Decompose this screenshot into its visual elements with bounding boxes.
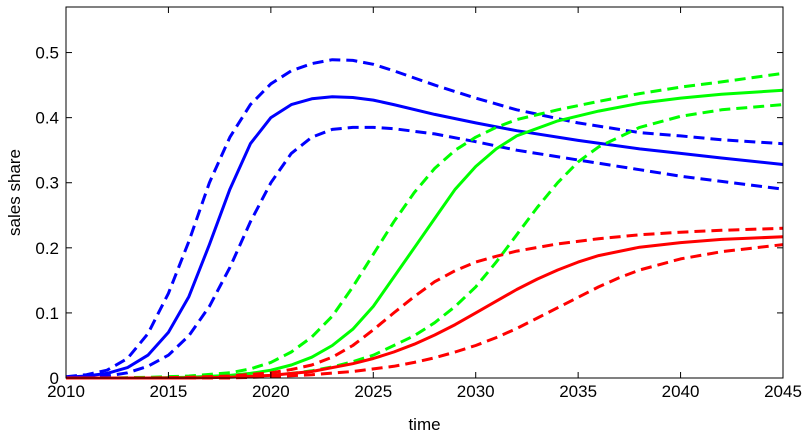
x-tick-label: 2020 bbox=[252, 382, 290, 401]
x-tick-label: 2015 bbox=[150, 382, 188, 401]
y-tick-label: 0.2 bbox=[35, 239, 59, 258]
x-tick-label: 2010 bbox=[47, 382, 85, 401]
x-tick-label: 2035 bbox=[559, 382, 597, 401]
series-line-8 bbox=[66, 235, 784, 380]
y-tick-label: 0.5 bbox=[35, 44, 59, 63]
series-line-7 bbox=[66, 226, 784, 380]
series-line-1 bbox=[65, 58, 784, 379]
y-tick-label: 0.4 bbox=[35, 109, 59, 128]
axes-box bbox=[65, 6, 784, 379]
series-line-2 bbox=[65, 95, 784, 379]
ticks: 2010 2015 2020 2025 2030 2035 2040 2045 0 0.1 0.2 0… bbox=[35, 7, 802, 401]
y-tick-label: 0.1 bbox=[35, 304, 59, 323]
axes bbox=[65, 6, 784, 379]
x-tick-label: 2040 bbox=[662, 382, 700, 401]
series-line-9 bbox=[66, 243, 784, 380]
y-tick-label: 0 bbox=[50, 369, 59, 388]
x-tick-label: 2045 bbox=[764, 382, 802, 401]
x-tick-label: 2030 bbox=[457, 382, 495, 401]
series-layer bbox=[65, 58, 784, 380]
y-axis-label: sales share bbox=[5, 149, 24, 236]
x-axis-label: time bbox=[408, 415, 440, 434]
x-tick-label: 2025 bbox=[354, 382, 392, 401]
series-line-6 bbox=[66, 103, 784, 380]
y-tick-label: 0.3 bbox=[35, 174, 59, 193]
series-line-4 bbox=[66, 71, 784, 380]
